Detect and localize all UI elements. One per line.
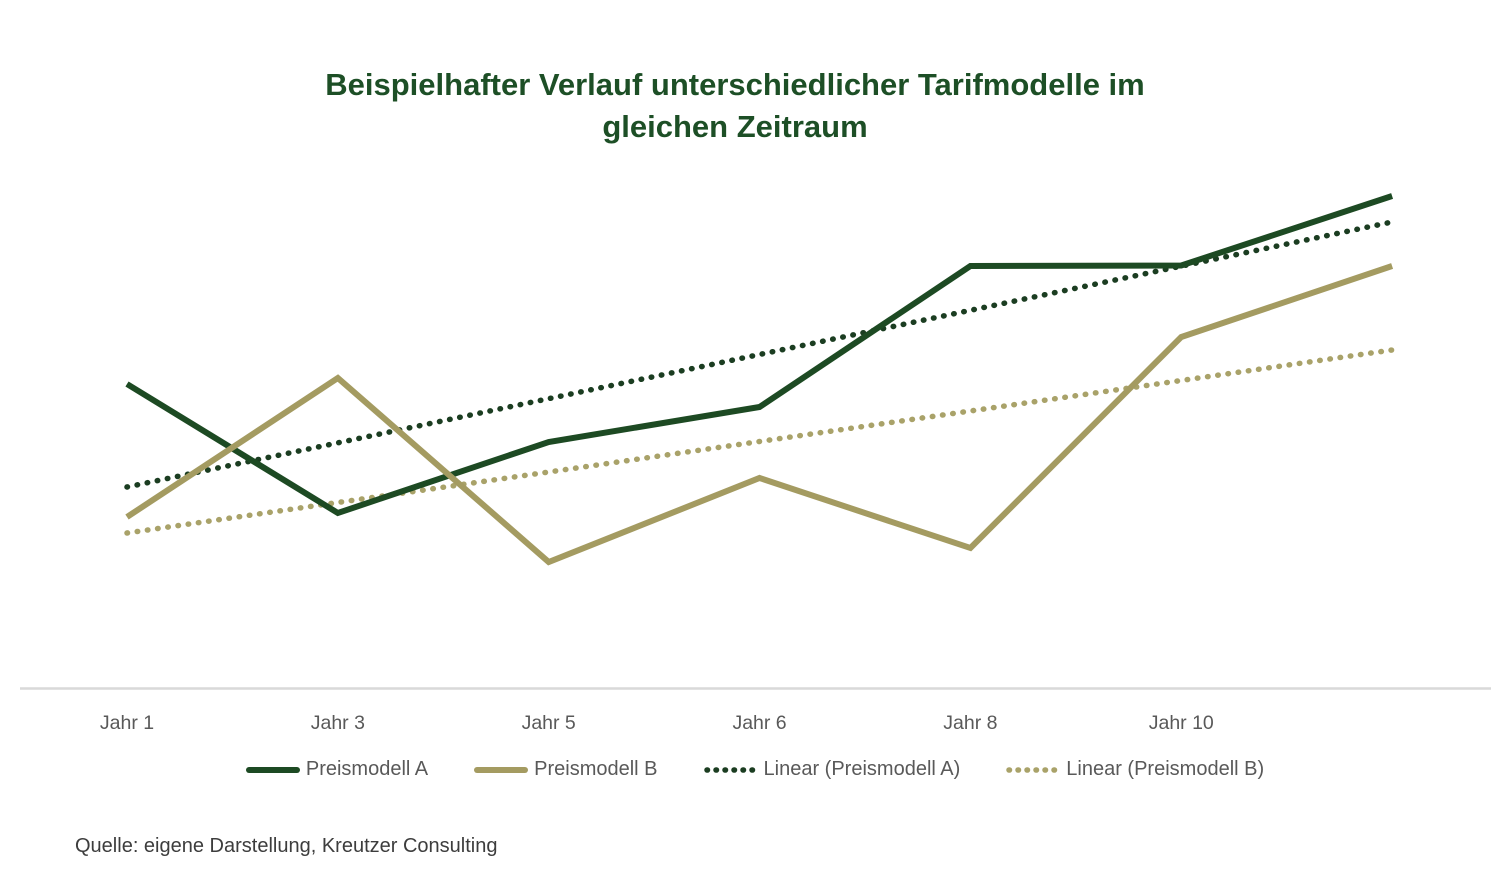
legend-label: Linear (Preismodell A) bbox=[763, 758, 961, 780]
series-line-preismodell-a bbox=[125, 193, 1394, 517]
solid-line-swatch-icon bbox=[245, 766, 300, 773]
legend-label: Preismodell B bbox=[534, 758, 658, 780]
x-axis-label: Jahr 1 bbox=[99, 712, 155, 734]
source-note: Quelle: eigene Darstellung, Kreutzer Con… bbox=[75, 835, 498, 857]
x-axis-label: Jahr 3 bbox=[310, 712, 365, 734]
legend-item-preismodell-a[interactable]: Preismodell A bbox=[245, 758, 429, 781]
series-line-preismodell-b bbox=[125, 263, 1394, 566]
chart-legend: Preismodell A Preismodell B Linear (Preism… bbox=[0, 758, 1510, 781]
chart-title: Beispielhafter Verlauf unterschiedlicher… bbox=[0, 64, 1470, 148]
dotted-line-swatch-icon bbox=[1006, 766, 1061, 773]
x-axis-label: Jahr 10 bbox=[1148, 712, 1214, 734]
legend-item-linear-preismodell-a-[interactable]: Linear (Preismodell A) bbox=[703, 758, 961, 781]
dotted-line-swatch-icon bbox=[703, 766, 758, 773]
x-axis-label: Jahr 5 bbox=[521, 712, 576, 734]
legend-item-linear-preismodell-b-[interactable]: Linear (Preismodell B) bbox=[1006, 758, 1264, 781]
trendline-linear-preismodell-a- bbox=[124, 219, 1395, 490]
trendline-linear-preismodell-b- bbox=[124, 347, 1395, 536]
legend-label: Preismodell A bbox=[305, 758, 429, 780]
x-axis-label: Jahr 6 bbox=[732, 712, 787, 734]
x-axis-label: Jahr 8 bbox=[943, 712, 998, 734]
solid-line-swatch-icon bbox=[474, 766, 529, 773]
chart-title-line1: Beispielhafter Verlauf unterschiedlicher… bbox=[325, 67, 1145, 102]
chart-title-line2: gleichen Zeitraum bbox=[602, 109, 868, 144]
legend-item-preismodell-b[interactable]: Preismodell B bbox=[474, 758, 658, 781]
legend-label: Linear (Preismodell B) bbox=[1066, 758, 1265, 780]
